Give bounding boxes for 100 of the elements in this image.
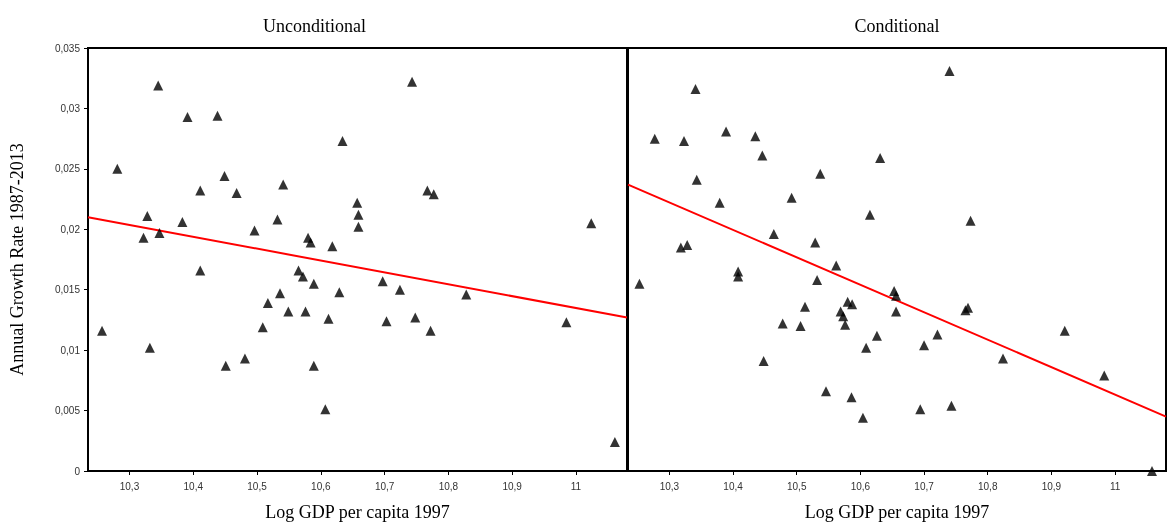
point xyxy=(847,299,858,310)
y-tick-label: 0,015 xyxy=(54,284,81,296)
x-tick-label: 10,5 xyxy=(247,480,268,492)
point xyxy=(831,260,842,271)
point xyxy=(800,301,810,312)
point xyxy=(219,171,230,182)
point xyxy=(768,229,779,240)
point xyxy=(305,237,316,248)
point xyxy=(182,111,193,122)
x-tick-label: 10,8 xyxy=(438,480,459,492)
point xyxy=(112,163,123,174)
chart-title: Unconditional xyxy=(263,16,366,36)
point xyxy=(679,136,690,147)
point xyxy=(293,265,304,276)
point xyxy=(609,436,620,447)
x-tick-label: 10,7 xyxy=(374,480,395,492)
point xyxy=(864,209,875,220)
point xyxy=(272,214,283,225)
point xyxy=(733,271,744,282)
x-tick-label: 10,4 xyxy=(183,480,204,492)
y-tick-label: 0,01 xyxy=(60,344,81,356)
point xyxy=(97,325,108,336)
point xyxy=(195,185,206,196)
point xyxy=(840,319,851,330)
point xyxy=(586,218,597,229)
point xyxy=(915,404,926,415)
point xyxy=(721,126,732,137)
x-tick-label: 10,6 xyxy=(850,480,871,492)
point xyxy=(249,225,260,236)
point xyxy=(871,330,882,341)
point xyxy=(690,84,701,95)
point xyxy=(327,241,338,252)
point xyxy=(353,209,364,220)
point xyxy=(212,110,223,121)
point xyxy=(394,284,405,295)
point xyxy=(561,317,572,328)
point xyxy=(758,356,769,367)
point xyxy=(821,386,832,397)
point xyxy=(891,306,902,317)
point xyxy=(1059,325,1070,336)
point xyxy=(891,290,902,301)
x-tick-label: 10,4 xyxy=(723,480,744,492)
point xyxy=(777,318,788,329)
point xyxy=(297,271,308,282)
point xyxy=(691,174,702,185)
x-tick-label: 10,3 xyxy=(659,480,680,492)
point xyxy=(857,412,868,423)
y-tick-label: 0,025 xyxy=(54,163,81,175)
point xyxy=(337,136,348,147)
y-axis-title: Annual Growth Rate 1987-2013 xyxy=(7,143,27,376)
point xyxy=(153,80,164,91)
point xyxy=(634,278,645,289)
point xyxy=(283,306,294,317)
y-tick-label: 0,005 xyxy=(54,405,81,417)
point xyxy=(919,340,930,351)
point xyxy=(786,192,797,203)
point xyxy=(812,275,823,286)
point xyxy=(352,197,363,208)
point xyxy=(425,325,436,336)
point xyxy=(308,360,319,371)
x-tick-label: 11 xyxy=(1109,480,1121,492)
point xyxy=(838,311,849,322)
point xyxy=(998,353,1009,364)
point xyxy=(142,210,153,221)
point xyxy=(946,400,957,411)
x-tick-label: 10,6 xyxy=(311,480,331,492)
point xyxy=(422,185,433,196)
point xyxy=(795,320,806,331)
point xyxy=(308,278,319,289)
point xyxy=(300,306,311,317)
y-tick-label: 0 xyxy=(74,465,81,477)
point xyxy=(875,152,886,163)
point xyxy=(649,133,660,144)
point xyxy=(461,289,472,300)
point xyxy=(323,313,334,324)
y-tick-label: 0,035 xyxy=(54,42,81,54)
point xyxy=(381,316,392,327)
point xyxy=(714,197,725,208)
point xyxy=(278,179,289,190)
point xyxy=(410,312,421,323)
y-tick-label: 0,02 xyxy=(60,223,81,235)
point xyxy=(239,353,250,364)
chart-title: Conditional xyxy=(854,16,940,36)
point xyxy=(220,360,231,371)
x-tick-label: 10,9 xyxy=(502,480,523,492)
point xyxy=(320,404,331,415)
y-tick-label: 0,03 xyxy=(60,102,81,114)
point xyxy=(932,329,943,340)
x-tick-label: 10,5 xyxy=(786,480,807,492)
x-tick-label: 10,3 xyxy=(119,480,140,492)
point xyxy=(750,131,761,142)
point xyxy=(231,188,242,199)
point xyxy=(965,215,976,226)
point xyxy=(377,276,388,287)
point xyxy=(257,322,268,333)
point xyxy=(428,189,439,200)
point xyxy=(1146,466,1157,476)
x-axis-title: Log GDP per capita 1997 xyxy=(804,502,990,522)
point xyxy=(682,240,693,250)
x-tick-label: 10,7 xyxy=(914,480,935,492)
